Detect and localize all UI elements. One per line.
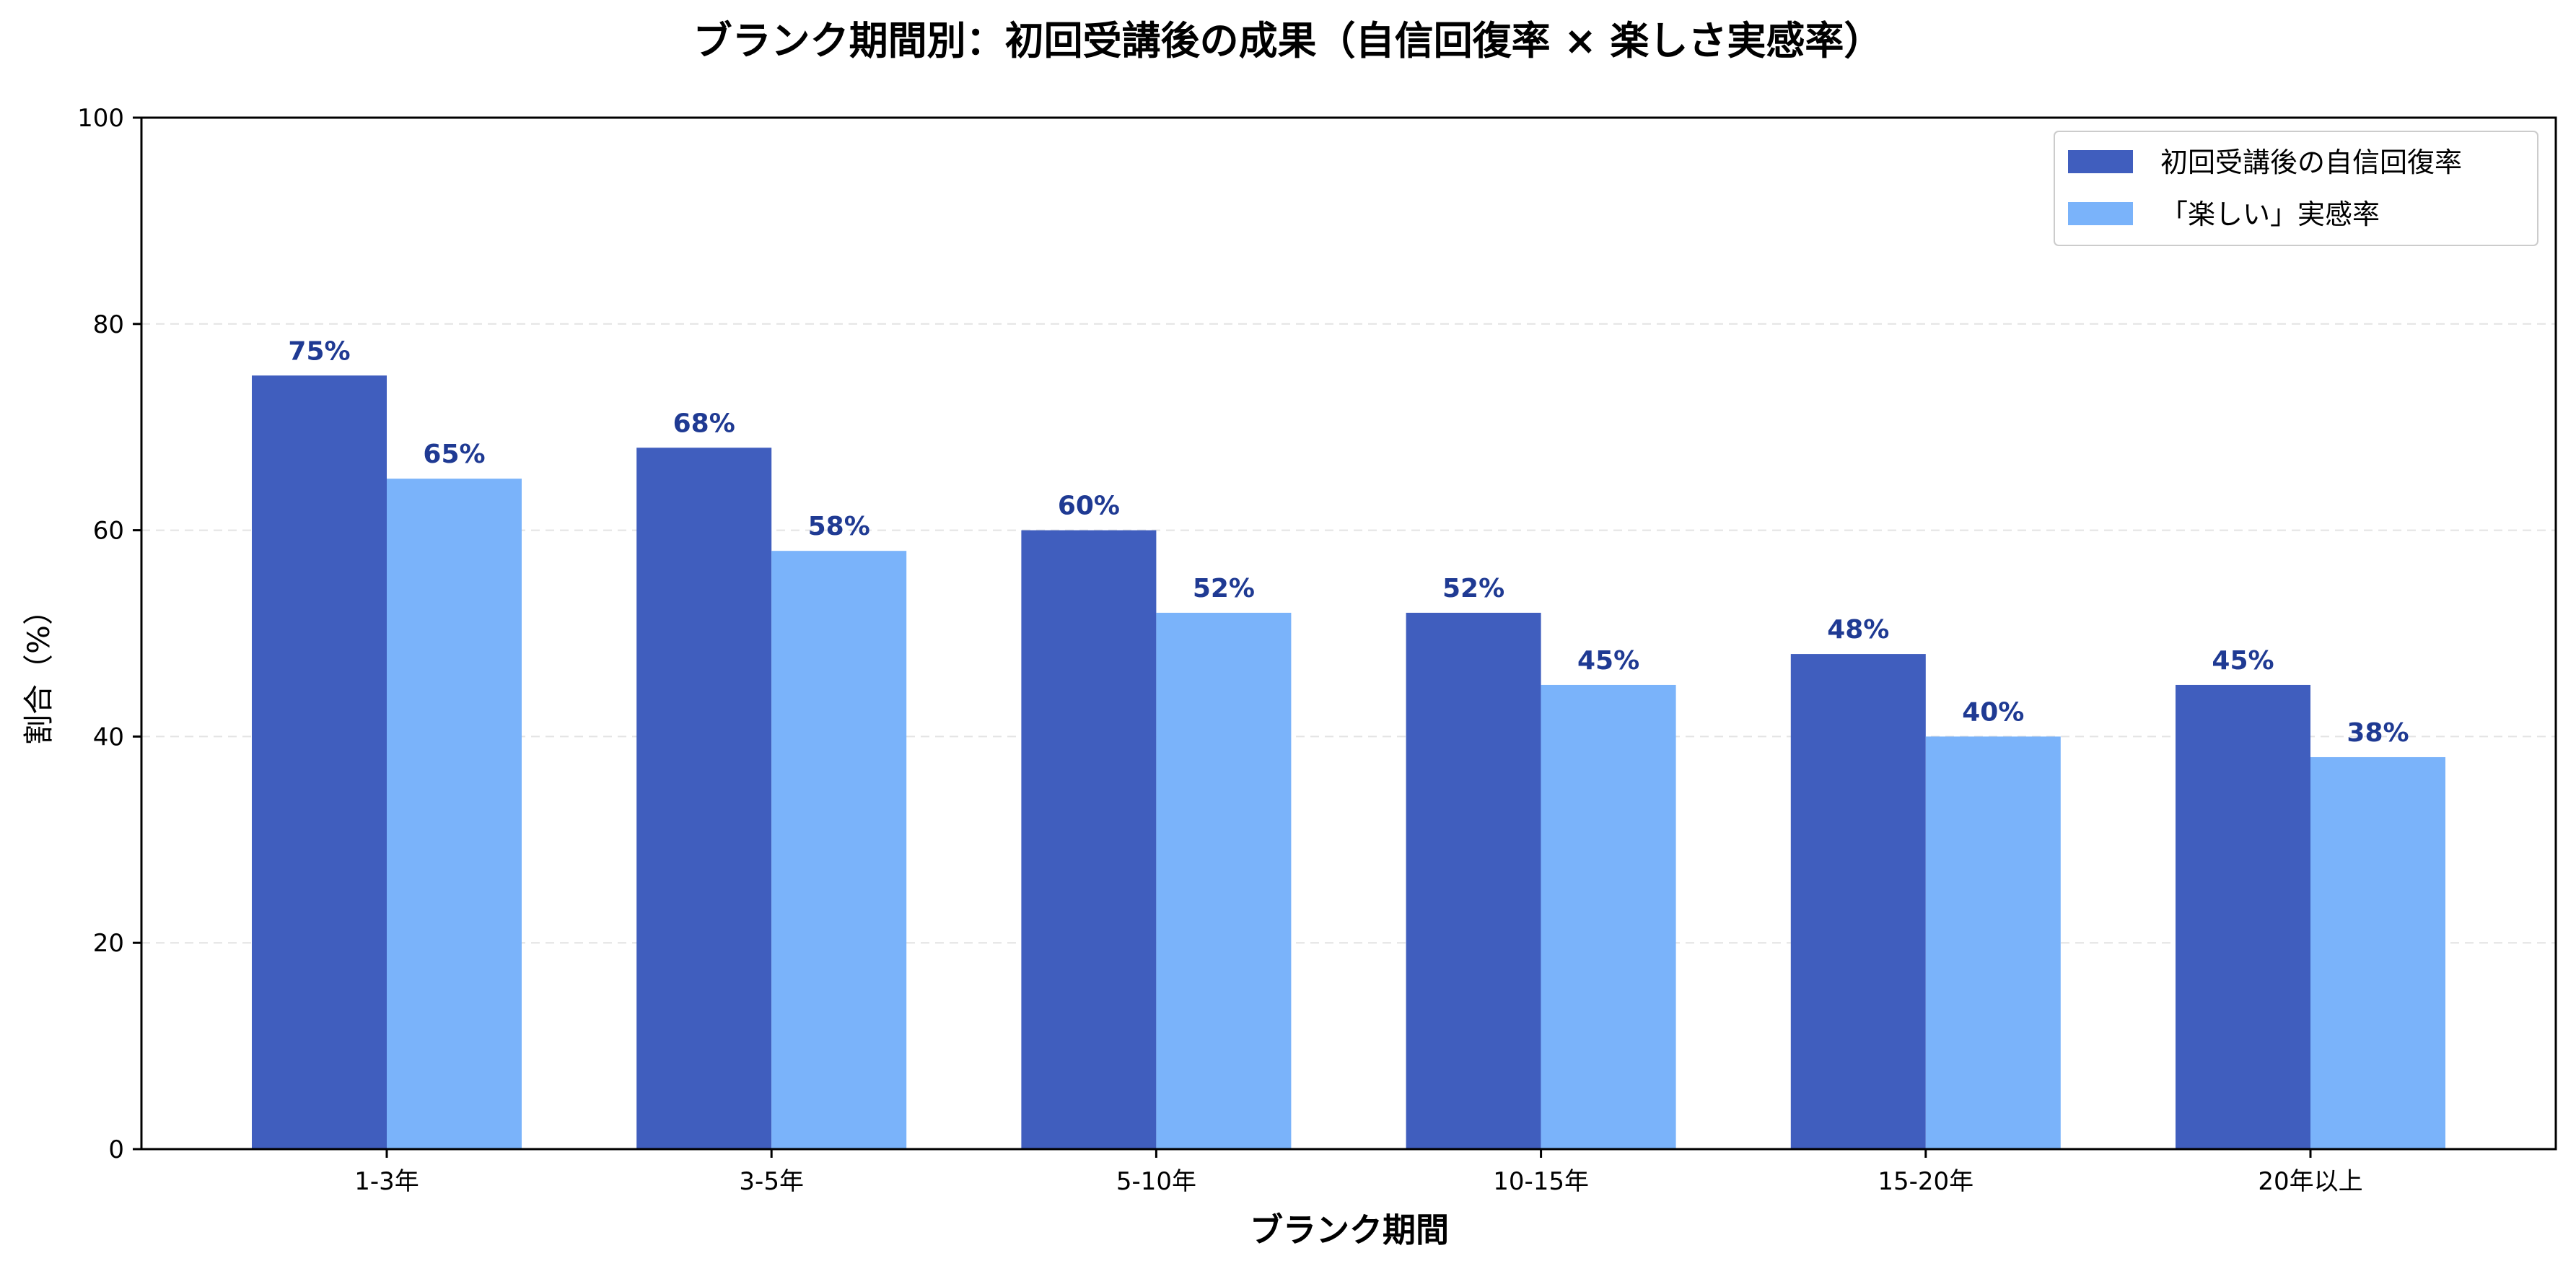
data-label: 60% [1058,492,1120,521]
y-tick-label: 0 [108,1135,124,1164]
y-tick-label: 80 [93,310,124,339]
data-label: 45% [1577,646,1639,676]
bar [387,479,522,1149]
data-label: 58% [808,512,870,541]
legend-entry: 「楽しい」実感率 [2160,198,2380,230]
bar [2176,684,2310,1149]
legend-entry: 初回受講後の自信回復率 [2160,147,2462,178]
y-tick-label: 60 [93,517,124,546]
data-label: 45% [2212,646,2274,676]
x-tick-label: 3-5年 [739,1167,804,1196]
x-tick-label: 20年以上 [2258,1167,2362,1196]
bars [252,375,2445,1149]
data-label: 38% [2347,718,2409,748]
bar [252,375,387,1149]
bar [1021,530,1157,1149]
plot-frame [140,116,2557,1151]
bar [1156,612,1292,1149]
data-label: 68% [673,409,735,438]
x-tick-label: 10-15年 [1493,1167,1589,1196]
x-tick-label: 15-20年 [1878,1167,1973,1196]
y-axis-ticks: 0 20 40 60 80 100 [77,104,141,1164]
legend-swatch [2068,150,2133,173]
bar [2310,756,2445,1149]
data-labels: 75% 65% 68% 58% 60% 52% 52% 45% 48% 40% 45% 38% [288,336,2409,748]
data-label: 75% [288,336,350,366]
chart-title: ブランク期間別：初回受講後の成果（自信回復率 × 楽しさ実感率） [693,18,1883,64]
data-label: 40% [1962,697,2024,727]
data-label: 52% [1193,574,1255,603]
bar [1925,736,2061,1149]
legend-frame [2054,131,2538,246]
bar [636,448,772,1149]
bar [1406,612,1541,1149]
x-tick-label: 5-10年 [1116,1167,1196,1196]
data-label: 48% [1827,615,1889,645]
y-tick-label: 100 [77,104,124,133]
bar [1541,684,1676,1149]
x-axis-label: ブランク期間 [1250,1210,1449,1249]
bar [1790,654,1926,1149]
x-tick-label: 1-3年 [354,1167,419,1196]
y-tick-label: 40 [93,723,124,751]
legend-swatch [2068,202,2133,225]
x-axis-ticks: 1-3年 3-5年 5-10年 10-15年 15-20年 20年以上 [354,1149,2363,1196]
bar [771,551,907,1149]
data-label: 52% [1442,574,1504,603]
data-label: 65% [423,440,485,469]
y-axis-label: 割合（%） [21,595,56,745]
grid-lines [141,323,2556,944]
legend: 初回受講後の自信回復率 「楽しい」実感率 [2054,131,2538,246]
y-tick-label: 20 [93,929,124,958]
